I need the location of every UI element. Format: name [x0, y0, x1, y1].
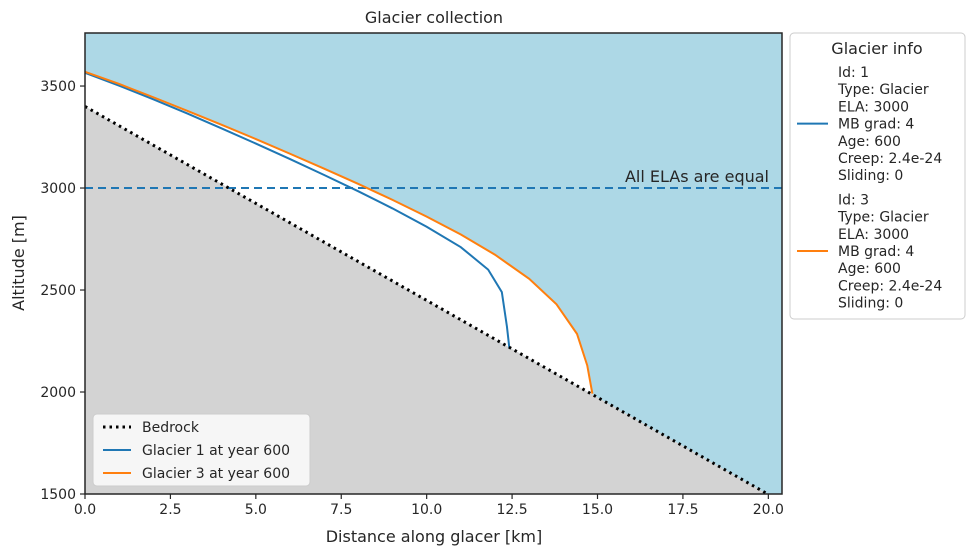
- y-tick-label: 1500: [40, 487, 76, 503]
- x-tick-label: 17.5: [667, 502, 698, 518]
- glacier-info-line: Type: Glacier: [837, 82, 929, 98]
- x-tick-label: 20.0: [753, 502, 784, 518]
- glacier-info-line: Creep: 2.4e-24: [838, 278, 942, 294]
- legend-label: Glacier 1 at year 600: [142, 443, 290, 459]
- glacier-1-ice-area: [85, 72, 510, 349]
- x-tick-label: 7.5: [330, 502, 352, 518]
- x-axis: 0.0 2.5 5.0 7.5 10.0 12.5 15.0 17.5 20.0: [74, 494, 784, 518]
- plot-frame: [84, 32, 783, 495]
- x-axis-label: Distance along glacer [km]: [326, 527, 543, 546]
- legend-label: Bedrock: [142, 420, 200, 436]
- y-tick-label: 3500: [40, 79, 76, 95]
- y-tick-label: 3000: [40, 181, 76, 197]
- series-legend: Bedrock Glacier 1 at year 600 Glacier 3 at…: [92, 413, 311, 487]
- x-tick-label: 10.0: [411, 502, 442, 518]
- glacier-info-line: ELA: 3000: [838, 99, 909, 115]
- series-line-glacier-3-at-year-600: [85, 70, 594, 394]
- legend-label: Glacier 3 at year 600: [142, 466, 290, 482]
- glacier-info-line: ELA: 3000: [838, 227, 909, 243]
- glacier-info-line: Id: 1: [838, 65, 869, 81]
- glacier-info-line: Sliding: 0: [838, 168, 903, 184]
- y-tick-label: 2000: [40, 385, 76, 401]
- glacier-info-box: [789, 32, 966, 320]
- chart-title: Glacier collection: [365, 8, 503, 27]
- glacier-info-title: Glacier info: [831, 39, 922, 58]
- glacier-info-line: MB grad: 4: [838, 117, 914, 133]
- glacier-info-line: Creep: 2.4e-24: [838, 151, 942, 167]
- y-axis: 1500 2000 2500 3000 3500: [40, 79, 85, 503]
- glacier-info-line: Id: 3: [838, 192, 869, 208]
- x-tick-label: 15.0: [582, 502, 613, 518]
- y-tick-label: 2500: [40, 283, 76, 299]
- y-axis-label: Altitude [m]: [9, 215, 28, 311]
- legend-box: [92, 413, 311, 487]
- x-tick-label: 0.0: [74, 502, 96, 518]
- glacier-info-line: Type: Glacier: [837, 210, 929, 226]
- glacier-info-line: Age: 600: [838, 134, 901, 150]
- x-tick-label: 5.0: [245, 502, 267, 518]
- glacier-info-line: Sliding: 0: [838, 296, 903, 312]
- x-tick-label: 2.5: [159, 502, 181, 518]
- glacier-info-line: Age: 600: [838, 261, 901, 277]
- ela-annotation: All ELAs are equal: [625, 167, 769, 186]
- x-tick-label: 12.5: [496, 502, 527, 518]
- series-line-glacier-1-at-year-600: [85, 71, 511, 349]
- glacier-info-line: MB grad: 4: [838, 244, 914, 260]
